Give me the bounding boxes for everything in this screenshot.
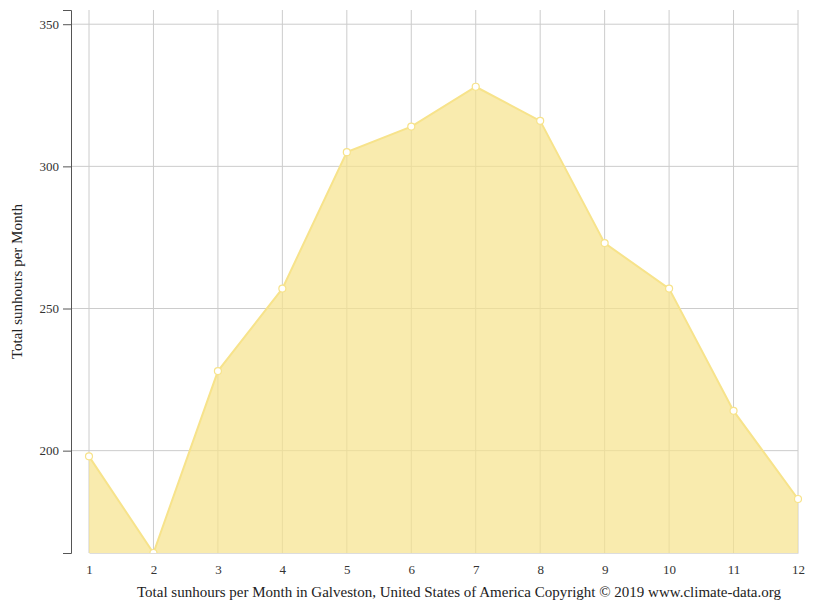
tick: 10 <box>663 553 676 577</box>
marker <box>537 117 544 124</box>
title: Total sunhours per Month in Galveston, U… <box>137 584 781 600</box>
grid-line <box>153 10 154 553</box>
tick: 2 <box>151 553 158 577</box>
tick-label: 250 <box>40 301 60 316</box>
tick: 8 <box>537 553 544 577</box>
tick: 300 <box>40 159 72 174</box>
plot-area <box>86 83 802 553</box>
tick: 3 <box>215 553 222 577</box>
tick: 11 <box>728 553 741 577</box>
tick-label: 7 <box>473 562 480 577</box>
tick-label: 3 <box>215 562 222 577</box>
marker <box>214 368 221 375</box>
chart: 200250300350123456789101112Total sunhour… <box>0 0 815 611</box>
tick-mark <box>63 24 71 25</box>
tick: 6 <box>409 553 416 577</box>
tick-label: 5 <box>344 562 351 577</box>
y-axis-title: Total sunhours per Month <box>9 203 25 359</box>
tick-label: 11 <box>728 562 741 577</box>
tick: 7 <box>473 553 480 577</box>
axis-line <box>63 11 72 554</box>
y-axis: 200 250 300 350 <box>40 11 72 554</box>
tick: 250 <box>40 301 72 316</box>
tick: 5 <box>344 553 351 577</box>
area <box>89 87 798 553</box>
tick: 12 <box>792 553 805 577</box>
marker <box>795 495 802 502</box>
tick: 4 <box>280 553 287 577</box>
tick: 350 <box>40 17 72 32</box>
axis-line <box>90 553 799 554</box>
tick-label: 9 <box>602 562 609 577</box>
marker <box>666 285 673 292</box>
tick-label: 10 <box>663 562 676 577</box>
tick-mark <box>63 309 71 310</box>
marker <box>408 123 415 130</box>
tick-label: 12 <box>792 562 805 577</box>
x-axis: 123456789101112 <box>86 553 805 577</box>
tick-label: 8 <box>537 562 544 577</box>
tick-label: 200 <box>40 443 60 458</box>
tick-label: 300 <box>40 159 60 174</box>
tick-label: 2 <box>151 562 158 577</box>
tick-label: 4 <box>280 562 287 577</box>
marker <box>279 285 286 292</box>
line <box>89 87 798 553</box>
tick-mark <box>63 451 71 452</box>
tick-label: 1 <box>86 562 93 577</box>
tick-mark <box>63 166 71 167</box>
marker <box>86 453 93 460</box>
marker <box>472 83 479 90</box>
tick: 9 <box>602 553 609 577</box>
marker <box>150 550 157 554</box>
tick-label: 6 <box>409 562 416 577</box>
marker <box>730 407 737 414</box>
grid-line <box>71 24 798 25</box>
tick-label: 350 <box>40 17 60 32</box>
grid-line <box>798 10 799 553</box>
tick: 200 <box>40 443 72 458</box>
marker <box>601 240 608 247</box>
marker <box>343 149 350 156</box>
grid <box>71 10 798 553</box>
tick: 1 <box>86 553 93 577</box>
